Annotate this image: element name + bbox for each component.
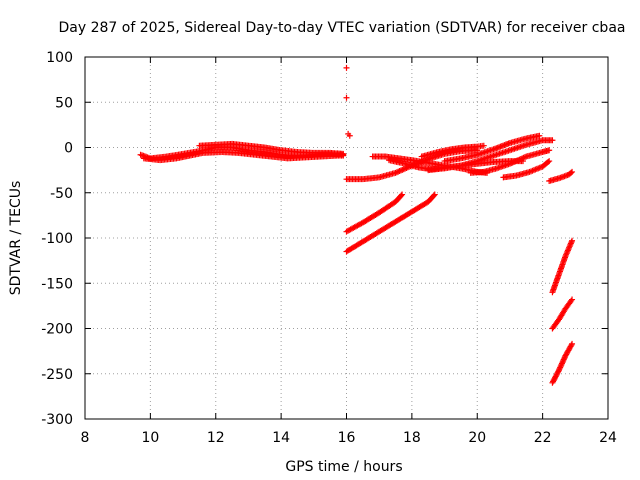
y-tick-label: -250 (41, 367, 73, 383)
data-point (399, 191, 406, 198)
data-point (545, 158, 552, 165)
x-tick-label: 20 (468, 430, 486, 446)
y-tick-label: -50 (50, 186, 73, 202)
data-point (569, 296, 576, 303)
x-tick-label: 24 (599, 430, 617, 446)
x-tick-label: 8 (81, 430, 90, 446)
x-tick-label: 10 (141, 430, 159, 446)
data-point (516, 156, 523, 163)
series-trace-8 (425, 137, 556, 174)
series-trace-16 (549, 296, 576, 332)
data-point (506, 160, 513, 167)
y-tick-label: 50 (55, 95, 73, 111)
series-spike (343, 64, 353, 139)
data-point (396, 168, 403, 175)
data-point (511, 158, 518, 165)
data-point (512, 158, 519, 165)
data-points (137, 64, 576, 386)
data-point (569, 340, 576, 347)
data-point (343, 64, 350, 71)
data-point (546, 147, 553, 154)
x-axis-label: GPS time / hours (285, 459, 402, 475)
y-tick-label: -300 (41, 412, 73, 428)
series-trace-7 (418, 142, 487, 160)
data-point (513, 157, 520, 164)
x-tick-label: 12 (207, 430, 225, 446)
data-point (343, 94, 350, 101)
y-tick-label: 0 (64, 141, 73, 157)
plot-frame (84, 56, 609, 420)
data-point (480, 142, 487, 149)
series-trace-17 (549, 340, 576, 386)
x-tick-label: 16 (338, 430, 356, 446)
x-tick-label: 14 (272, 430, 290, 446)
data-point (517, 155, 524, 162)
chart-title: Day 287 of 2025, Sidereal Day-to-day VTE… (59, 20, 626, 36)
data-point (399, 166, 406, 173)
data-point (520, 154, 527, 161)
data-point (569, 168, 576, 175)
x-tick-label: 18 (403, 430, 421, 446)
data-point (430, 192, 437, 199)
data-point (393, 169, 400, 176)
data-point (568, 297, 575, 304)
series-trace-15 (549, 237, 576, 296)
data-point (431, 191, 438, 198)
series-trace-2 (140, 149, 347, 164)
series-trace-13 (343, 191, 406, 235)
data-point (395, 168, 402, 175)
data-point (546, 158, 553, 165)
data-point (521, 154, 528, 161)
data-point (392, 169, 399, 176)
grid-lines (85, 57, 608, 419)
series-trace-14 (343, 191, 438, 255)
y-tick-label: -200 (41, 322, 73, 338)
data-point (509, 159, 516, 166)
data-point (515, 157, 522, 164)
y-tick-label: -150 (41, 276, 73, 292)
data-point (569, 237, 576, 244)
data-point (397, 167, 404, 174)
y-tick-label: -100 (41, 231, 73, 247)
data-point (398, 192, 405, 199)
y-axis-ticks: 100 50 0 -50 -100 -150 -200 -250 -300 (41, 50, 608, 428)
x-tick-label: 22 (534, 430, 552, 446)
data-point (340, 150, 347, 157)
data-point (549, 137, 556, 144)
data-point (346, 132, 353, 139)
series-trace-11 (500, 158, 553, 181)
series-trace-10 (467, 147, 553, 176)
y-tick-label: 100 (46, 50, 73, 66)
data-point (400, 166, 407, 173)
series-trace-3 (196, 140, 347, 157)
series-trace-12 (546, 168, 576, 184)
series-trace-9 (441, 132, 543, 165)
data-point (536, 132, 543, 139)
data-point (568, 342, 575, 349)
data-point (508, 160, 515, 167)
y-axis-label: SDTVAR / TECUs (8, 181, 24, 296)
data-point (519, 155, 526, 162)
data-point (567, 169, 574, 176)
